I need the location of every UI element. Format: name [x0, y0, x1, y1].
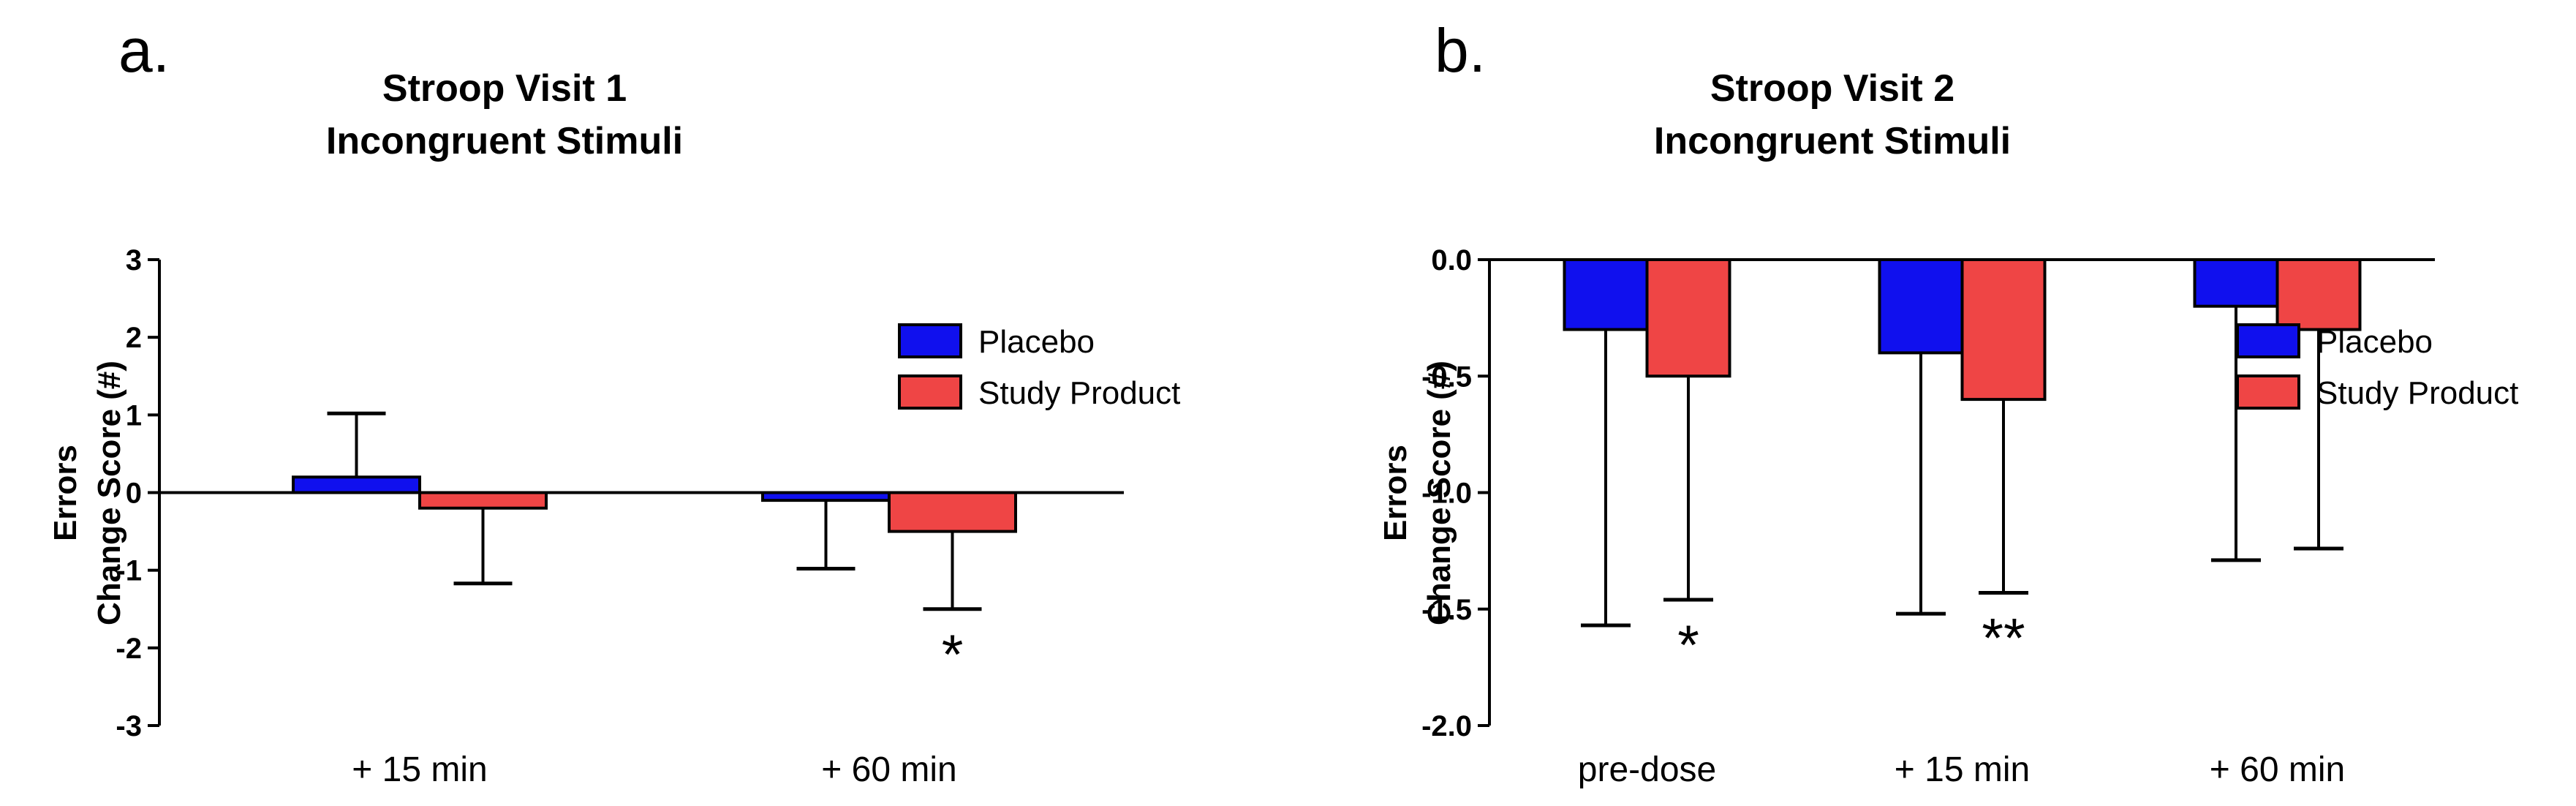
- bar-study-product: [2275, 258, 2362, 331]
- y-tick-label: -0.5: [1421, 361, 1472, 393]
- legend-swatch: [898, 374, 962, 410]
- legend-label: Study Product: [978, 375, 1180, 411]
- significance-marker: *: [1677, 614, 1699, 677]
- y-tick-label: -2: [116, 633, 142, 665]
- y-tick-label: -3: [116, 710, 142, 742]
- chart-panel-a: a. Stroop Visit 1 Incongruent Stimuli Error…: [48, 16, 1180, 789]
- y-tick-label: -1.5: [1421, 594, 1472, 626]
- y-axis-label-line: Errors: [48, 445, 83, 541]
- legend-label: Placebo: [978, 324, 1095, 360]
- y-tick-label: 2: [126, 322, 142, 354]
- y-tick-label: -1.0: [1421, 478, 1472, 510]
- legend-swatch: [2236, 374, 2300, 410]
- x-category-label: + 15 min: [352, 750, 487, 789]
- x-category-label: + 15 min: [1895, 750, 2030, 789]
- legend-swatch: [2236, 323, 2300, 358]
- legend-label: Study Product: [2316, 375, 2518, 411]
- panel-letter: a.: [118, 16, 170, 85]
- chart-title-line: Stroop Visit 2: [1710, 67, 1954, 110]
- significance-marker: *: [942, 624, 964, 686]
- legend-label: Placebo: [2316, 324, 2433, 360]
- panel-letter: b.: [1435, 16, 1486, 85]
- y-tick-label: 1: [126, 399, 142, 432]
- y-axis-label-line: Errors: [1378, 445, 1413, 541]
- y-tick-label: 3: [126, 244, 142, 276]
- y-tick-label: 0: [126, 478, 142, 510]
- bar-study-product: [418, 491, 548, 510]
- legend-swatch: [898, 323, 962, 358]
- bar-placebo: [1878, 258, 1964, 355]
- x-category-label: + 60 min: [821, 750, 956, 789]
- y-axis-label-line: Change Score (#): [91, 361, 127, 625]
- y-tick-label: -1: [116, 555, 142, 587]
- significance-marker: **: [1982, 607, 2025, 669]
- x-category-label: + 60 min: [2210, 750, 2345, 789]
- y-tick-label: 0.0: [1431, 244, 1472, 276]
- x-category-label: pre-dose: [1578, 750, 1716, 789]
- bar-study-product: [888, 491, 1017, 533]
- y-axis-label-line: Change Score (#): [1421, 361, 1457, 625]
- bar-study-product: [1960, 258, 2047, 402]
- chart-title-line: Stroop Visit 1: [382, 67, 627, 110]
- bar-placebo: [1563, 258, 1649, 331]
- bar-placebo: [2193, 258, 2279, 308]
- chart-title-line: Incongruent Stimuli: [1654, 120, 2011, 162]
- chart-panel-b: b. Stroop Visit 2 Incongruent Stimuli Error…: [1378, 16, 2518, 789]
- bar-study-product: [1645, 258, 1731, 378]
- chart-title-line: Incongruent Stimuli: [326, 120, 683, 162]
- bar-placebo: [292, 475, 421, 494]
- y-tick-label: -2.0: [1421, 710, 1472, 742]
